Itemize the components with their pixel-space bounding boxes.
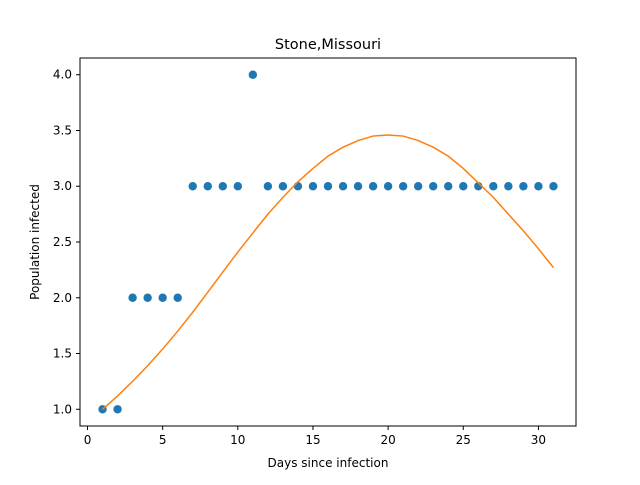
x-tick-label: 15 xyxy=(305,433,320,447)
data-point xyxy=(504,182,513,191)
data-point xyxy=(113,405,122,414)
data-point xyxy=(188,182,197,191)
y-tick-label: 2.5 xyxy=(53,235,72,249)
x-tick-label: 30 xyxy=(531,433,546,447)
data-point xyxy=(519,182,528,191)
y-axis-label: Population infected xyxy=(28,184,42,300)
data-point xyxy=(263,182,273,191)
plot-area xyxy=(98,70,558,414)
x-tick-label: 10 xyxy=(230,433,245,447)
data-point xyxy=(173,293,182,302)
data-point xyxy=(233,182,243,191)
data-point xyxy=(444,182,453,191)
x-tick-label: 20 xyxy=(380,433,395,447)
x-tick-label: 25 xyxy=(456,433,471,447)
data-point xyxy=(248,70,258,79)
data-point xyxy=(353,182,363,191)
y-tick-label: 3.5 xyxy=(53,123,72,137)
y-tick-label: 1.0 xyxy=(53,402,72,416)
y-tick-label: 3.0 xyxy=(53,179,72,193)
data-point xyxy=(429,182,438,191)
data-point xyxy=(143,293,152,302)
data-point xyxy=(489,182,498,191)
data-point xyxy=(413,182,423,191)
data-point xyxy=(398,182,408,191)
fit-curve-line xyxy=(102,134,555,410)
y-tick-label: 1.5 xyxy=(53,347,72,361)
data-point xyxy=(218,182,227,191)
data-point xyxy=(308,182,318,191)
data-point xyxy=(549,182,558,191)
data-point xyxy=(368,182,378,191)
x-axis-label: Days since infection xyxy=(268,456,389,470)
data-point xyxy=(323,182,333,191)
y-axis: 1.0 1.5 2.0 2.5 3.0 3.5 4.0 xyxy=(53,68,80,416)
data-point xyxy=(293,182,303,191)
y-tick-label: 2.0 xyxy=(53,291,72,305)
data-point xyxy=(203,182,212,191)
data-point xyxy=(158,293,167,302)
x-tick-label: 0 xyxy=(84,433,92,447)
data-point xyxy=(459,182,468,191)
x-axis: 0 5 10 15 20 25 30 xyxy=(84,426,546,447)
axes-frame xyxy=(79,57,577,427)
x-tick-label: 5 xyxy=(159,433,167,447)
data-point xyxy=(128,293,137,302)
data-point xyxy=(338,182,348,191)
data-point xyxy=(383,182,393,191)
y-tick-label: 4.0 xyxy=(53,68,72,82)
data-point xyxy=(278,182,288,191)
data-point xyxy=(534,182,543,191)
chart-title: Stone,Missouri xyxy=(275,37,381,53)
